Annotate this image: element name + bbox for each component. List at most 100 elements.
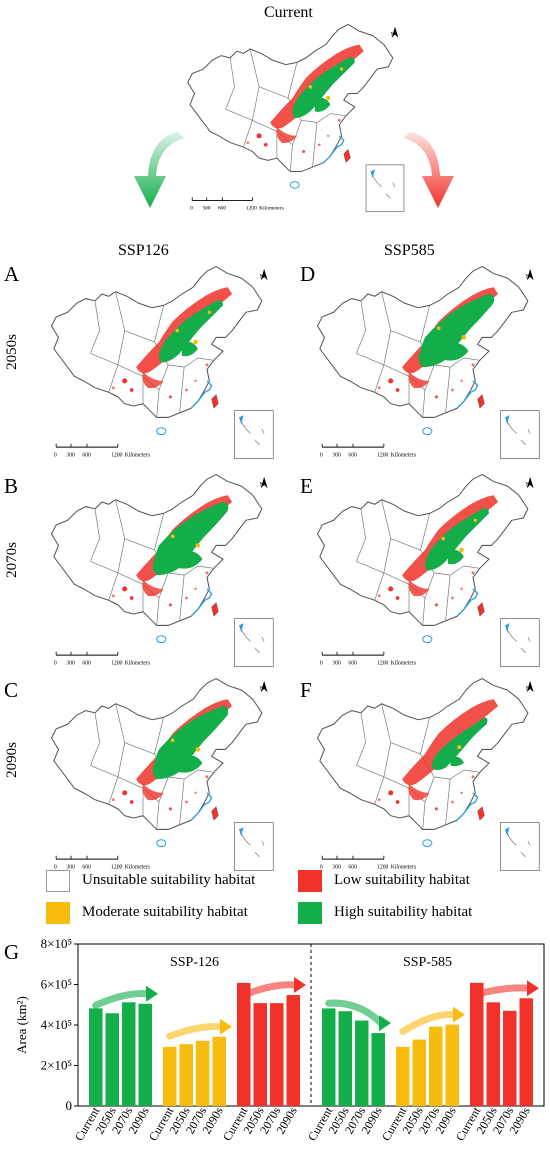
- bar: [237, 982, 251, 1106]
- north-label: N: [526, 274, 530, 280]
- y-axis-label: Area (km²): [14, 996, 29, 1054]
- legend-swatch-unsuitable: [46, 870, 70, 892]
- column-title-ssp126: SSP126: [118, 242, 169, 259]
- bar: [519, 998, 533, 1106]
- scale-tick-label: 600: [82, 660, 91, 666]
- bar: [470, 982, 484, 1106]
- legend-label-moderate: Moderate suitability habitat: [82, 904, 248, 920]
- current-map-title: Current: [264, 4, 313, 21]
- scale-tick-label: 300: [66, 864, 75, 870]
- scale-unit-label: Kilometers: [391, 660, 417, 666]
- panel-label-e: E: [300, 474, 313, 498]
- scale-tick-label: 600: [348, 452, 357, 458]
- legend-swatch-high: [298, 902, 322, 924]
- scale-tick-label: 0: [320, 660, 323, 666]
- scale-tick-label: 300: [332, 452, 341, 458]
- bar: [429, 1026, 443, 1106]
- north-label: N: [260, 482, 264, 488]
- scale-unit-label: Kilometers: [125, 452, 151, 458]
- row-label-2070s: 2070s: [4, 542, 20, 578]
- y-tick-label: 8×10⁵: [41, 936, 72, 951]
- scale-tick-label: 1200: [377, 864, 389, 870]
- scale-tick-label: 600: [82, 864, 91, 870]
- bar: [486, 1002, 500, 1106]
- scale-tick-label: 0: [320, 452, 323, 458]
- y-tick-label: 0: [66, 1098, 73, 1113]
- scale-unit-label: Kilometers: [125, 864, 151, 870]
- map-ssp126-2090s: 0 300 600 1200 Kilometers N: [50, 677, 274, 872]
- bar: [253, 1003, 267, 1106]
- trend-arrow-icon: [325, 999, 385, 1027]
- scale-tick-label: 600: [82, 452, 91, 458]
- trend-arrowhead-icon: [294, 977, 306, 994]
- bar: [122, 1002, 136, 1106]
- legend-swatch-low: [298, 870, 322, 892]
- scale-tick-label: 300: [332, 864, 341, 870]
- scale-tick-label: 1200: [111, 660, 123, 666]
- legend-swatch-moderate: [46, 902, 70, 924]
- legend-label-high: High suitability habitat: [334, 904, 473, 920]
- map-ssp585-2050s: 0 300 600 1200 Kilometers N: [316, 265, 540, 460]
- trend-arrow-icon: [473, 984, 533, 998]
- bar: [338, 1011, 352, 1106]
- bar: [286, 995, 300, 1106]
- bar: [322, 1008, 336, 1106]
- scale-tick-label: 1200: [377, 660, 389, 666]
- panel-label-d: D: [300, 262, 316, 286]
- bar: [503, 1010, 517, 1106]
- y-tick-label: 2×10⁵: [41, 1058, 72, 1073]
- trend-arrowhead-icon: [379, 1015, 391, 1032]
- scale-tick-label: 0: [54, 452, 57, 458]
- arrow-to-ssp126-icon: [134, 132, 184, 208]
- trend-arrowhead-icon: [146, 985, 158, 1002]
- trend-arrowhead-icon: [453, 1006, 465, 1023]
- scale-tick-label: 1200: [377, 452, 389, 458]
- scale-unit-label: Kilometers: [259, 205, 284, 211]
- scale-tick-label: 0: [54, 660, 57, 666]
- bar: [196, 1040, 210, 1106]
- map-ssp585-2090s: 0 300 600 1200 Kilometers N: [316, 677, 540, 872]
- bar: [163, 1046, 177, 1106]
- current-map: 0 300 600 1200 Kilometers N: [187, 23, 405, 213]
- panel-label-c: C: [4, 678, 19, 702]
- bar: [412, 1039, 426, 1106]
- scale-tick-label: 300: [332, 660, 341, 666]
- map-ssp126-2050s: 0 300 600 1200 Kilometers N: [50, 265, 274, 460]
- panel-label-g: G: [4, 940, 20, 964]
- trend-arrowhead-icon: [527, 980, 539, 997]
- bar: [445, 1024, 459, 1106]
- north-label: N: [260, 274, 264, 280]
- panel-label-b: B: [4, 474, 19, 498]
- row-label-2090s: 2090s: [4, 742, 20, 778]
- scale-tick-label: 1200: [111, 864, 123, 870]
- bar: [138, 1003, 152, 1106]
- arrow-to-ssp585-icon: [404, 132, 454, 208]
- map-ssp126-2070s: 0 300 600 1200 Kilometers N: [50, 473, 274, 668]
- scale-tick-label: 600: [348, 660, 357, 666]
- map-ssp585-2070s: 0 300 600 1200 Kilometers N: [316, 473, 540, 668]
- scale-unit-label: Kilometers: [125, 660, 151, 666]
- scale-tick-label: 300: [202, 205, 211, 211]
- north-label: N: [526, 686, 530, 692]
- trend-arrow-icon: [240, 981, 300, 999]
- trend-arrowhead-icon: [220, 1018, 232, 1035]
- bar: [105, 1013, 119, 1106]
- legend-label-unsuitable: Unsuitable suitability habitat: [82, 872, 256, 888]
- scenario-label: SSP-126: [170, 955, 219, 970]
- scale-tick-label: 0: [190, 205, 193, 211]
- scale-unit-label: Kilometers: [391, 452, 417, 458]
- scale-tick-label: 300: [66, 452, 75, 458]
- trend-arrow-icon: [399, 1010, 459, 1036]
- y-tick-label: 4×10⁵: [41, 1017, 72, 1032]
- scale-tick-label: 0: [54, 864, 57, 870]
- bar: [355, 1020, 369, 1106]
- north-label: N: [260, 686, 264, 692]
- scenario-label: SSP-585: [403, 955, 452, 970]
- scale-tick-label: 1200: [246, 205, 257, 211]
- bar: [89, 1008, 103, 1106]
- scale-tick-label: 600: [348, 864, 357, 870]
- bar: [179, 1044, 193, 1106]
- row-label-2050s: 2050s: [4, 334, 20, 370]
- scale-unit-label: Kilometers: [391, 864, 417, 870]
